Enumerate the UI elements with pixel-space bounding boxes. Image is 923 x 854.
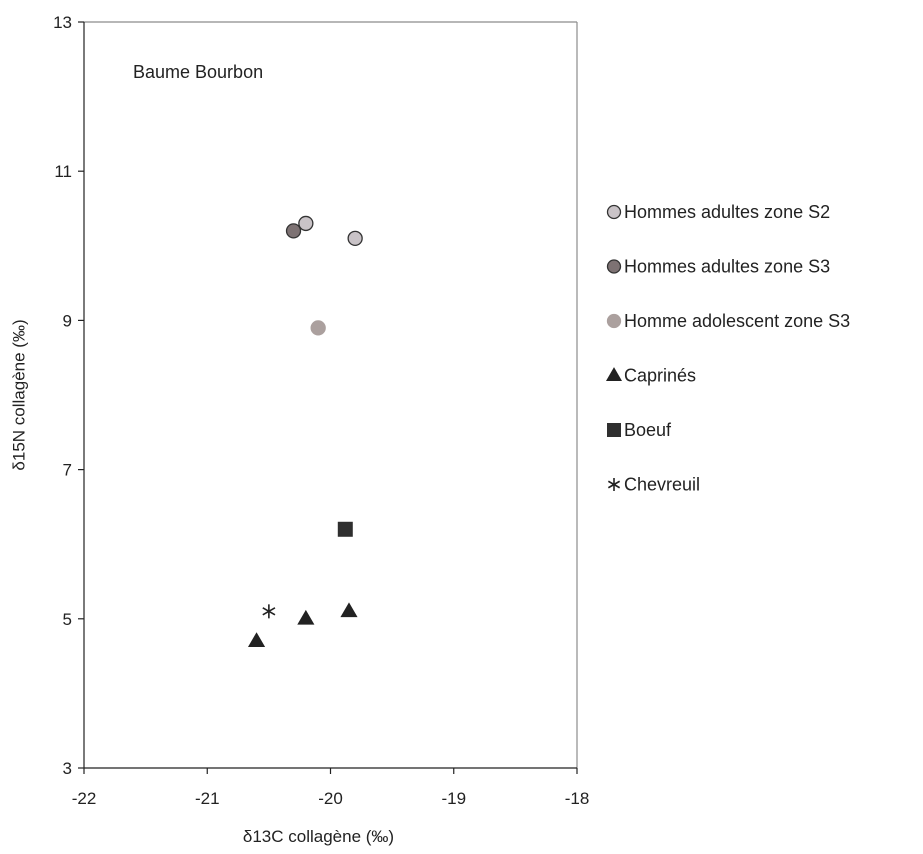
legend-marker	[607, 423, 621, 437]
legend-marker	[605, 367, 623, 381]
legend-label: Caprinés	[624, 366, 696, 386]
legend: Hommes adultes zone S2 Hommes adultes zon…	[605, 202, 850, 495]
x-axis-title: δ13C collagène (‰)	[243, 827, 394, 846]
data-point	[285, 223, 302, 239]
legend-marker	[607, 478, 621, 491]
y-tick-label: 13	[53, 13, 72, 32]
y-tick-label: 3	[63, 759, 72, 778]
x-tick-label: -19	[441, 789, 466, 808]
y-tick-label: 9	[63, 311, 72, 330]
data-point	[340, 602, 358, 618]
legend-label: Chevreuil	[624, 475, 700, 495]
legend-marker	[606, 204, 622, 220]
y-tick-label: 7	[63, 461, 72, 480]
data-points	[247, 215, 363, 647]
chart-annotation: Baume Bourbon	[133, 62, 263, 82]
data-point	[247, 632, 266, 647]
legend-label: Hommes adultes zone S3	[624, 257, 830, 277]
plot-area	[83, 21, 578, 769]
x-tick-label: -18	[565, 789, 590, 808]
data-point	[337, 521, 353, 537]
x-tick-label: -20	[318, 789, 343, 808]
legend-marker	[606, 259, 622, 274]
data-point	[262, 604, 276, 619]
y-tick-label: 11	[54, 162, 72, 181]
data-point	[297, 609, 315, 625]
legend-label: Hommes adultes zone S2	[624, 202, 830, 222]
y-tick-label: 5	[63, 610, 72, 629]
data-point	[298, 215, 314, 232]
x-tick-label: -22	[72, 789, 97, 808]
legend-label: Homme adolescent zone S3	[624, 311, 850, 331]
data-point	[310, 320, 326, 336]
y-axis-title: δ15N collagène (‰)	[9, 319, 28, 470]
legend-marker	[606, 313, 622, 329]
axis-ticks: 3 5 7 9 11 13 -22 -21 -20 -19 -18	[53, 13, 589, 808]
data-point	[347, 230, 363, 246]
legend-label: Boeuf	[624, 420, 672, 440]
x-tick-label: -21	[195, 789, 220, 808]
